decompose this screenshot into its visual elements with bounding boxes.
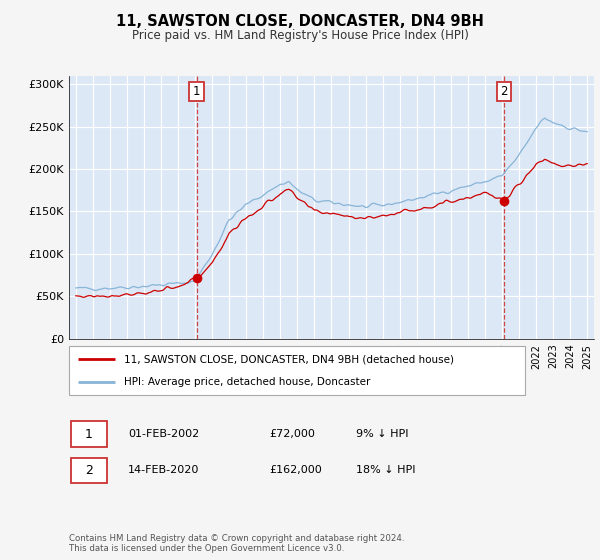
Text: 1: 1: [85, 427, 93, 441]
Bar: [71, 422, 107, 447]
Text: 2: 2: [85, 464, 93, 477]
Text: 18% ↓ HPI: 18% ↓ HPI: [356, 465, 416, 475]
Text: £162,000: £162,000: [269, 465, 322, 475]
Text: Price paid vs. HM Land Registry's House Price Index (HPI): Price paid vs. HM Land Registry's House …: [131, 29, 469, 42]
Text: 1: 1: [193, 85, 200, 98]
Text: 2: 2: [500, 85, 508, 98]
Bar: [71, 458, 107, 483]
Text: HPI: Average price, detached house, Doncaster: HPI: Average price, detached house, Donc…: [124, 377, 370, 387]
Text: 9% ↓ HPI: 9% ↓ HPI: [356, 429, 409, 439]
Text: £72,000: £72,000: [269, 429, 316, 439]
Text: 11, SAWSTON CLOSE, DONCASTER, DN4 9BH: 11, SAWSTON CLOSE, DONCASTER, DN4 9BH: [116, 14, 484, 29]
Text: 01-FEB-2002: 01-FEB-2002: [128, 429, 200, 439]
Text: 14-FEB-2020: 14-FEB-2020: [128, 465, 200, 475]
Text: 11, SAWSTON CLOSE, DONCASTER, DN4 9BH (detached house): 11, SAWSTON CLOSE, DONCASTER, DN4 9BH (d…: [124, 354, 454, 365]
Text: Contains HM Land Registry data © Crown copyright and database right 2024.
This d: Contains HM Land Registry data © Crown c…: [69, 534, 404, 553]
